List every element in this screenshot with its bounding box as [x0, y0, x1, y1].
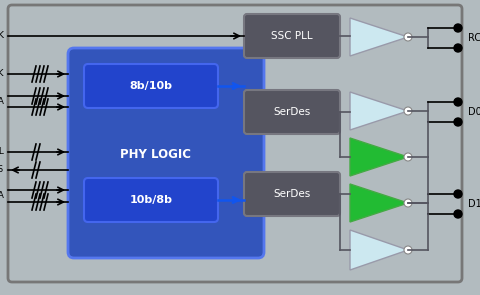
Text: DATA: DATA: [0, 191, 4, 201]
Text: STATUS: STATUS: [0, 165, 4, 175]
Circle shape: [404, 153, 412, 161]
FancyBboxPatch shape: [8, 5, 462, 282]
FancyBboxPatch shape: [84, 64, 218, 108]
Text: SerDes: SerDes: [274, 107, 311, 117]
FancyBboxPatch shape: [68, 48, 264, 258]
Text: DATA: DATA: [0, 96, 4, 106]
Circle shape: [454, 98, 462, 106]
Polygon shape: [350, 138, 408, 176]
Polygon shape: [350, 230, 408, 270]
FancyBboxPatch shape: [244, 172, 340, 216]
Polygon shape: [350, 184, 408, 222]
FancyBboxPatch shape: [84, 178, 218, 222]
Text: D0: D0: [468, 107, 480, 117]
Text: RCLK: RCLK: [468, 33, 480, 43]
Circle shape: [404, 246, 412, 254]
Text: PCLK: PCLK: [0, 70, 4, 78]
Text: REF CLK: REF CLK: [0, 32, 4, 40]
Circle shape: [454, 44, 462, 52]
Text: PHY LOGIC: PHY LOGIC: [120, 148, 191, 161]
Text: 10b/8b: 10b/8b: [130, 195, 172, 205]
Polygon shape: [350, 92, 408, 130]
Circle shape: [404, 199, 412, 207]
Text: 8b/10b: 8b/10b: [130, 81, 172, 91]
Text: SSC PLL: SSC PLL: [271, 31, 313, 41]
Circle shape: [454, 190, 462, 198]
Circle shape: [454, 24, 462, 32]
Text: D1: D1: [468, 199, 480, 209]
FancyBboxPatch shape: [244, 14, 340, 58]
Circle shape: [404, 33, 412, 41]
Circle shape: [454, 210, 462, 218]
Text: SerDes: SerDes: [274, 189, 311, 199]
Text: CTRL: CTRL: [0, 148, 4, 157]
Polygon shape: [350, 18, 408, 56]
Circle shape: [404, 107, 412, 115]
FancyBboxPatch shape: [244, 90, 340, 134]
Circle shape: [454, 118, 462, 126]
